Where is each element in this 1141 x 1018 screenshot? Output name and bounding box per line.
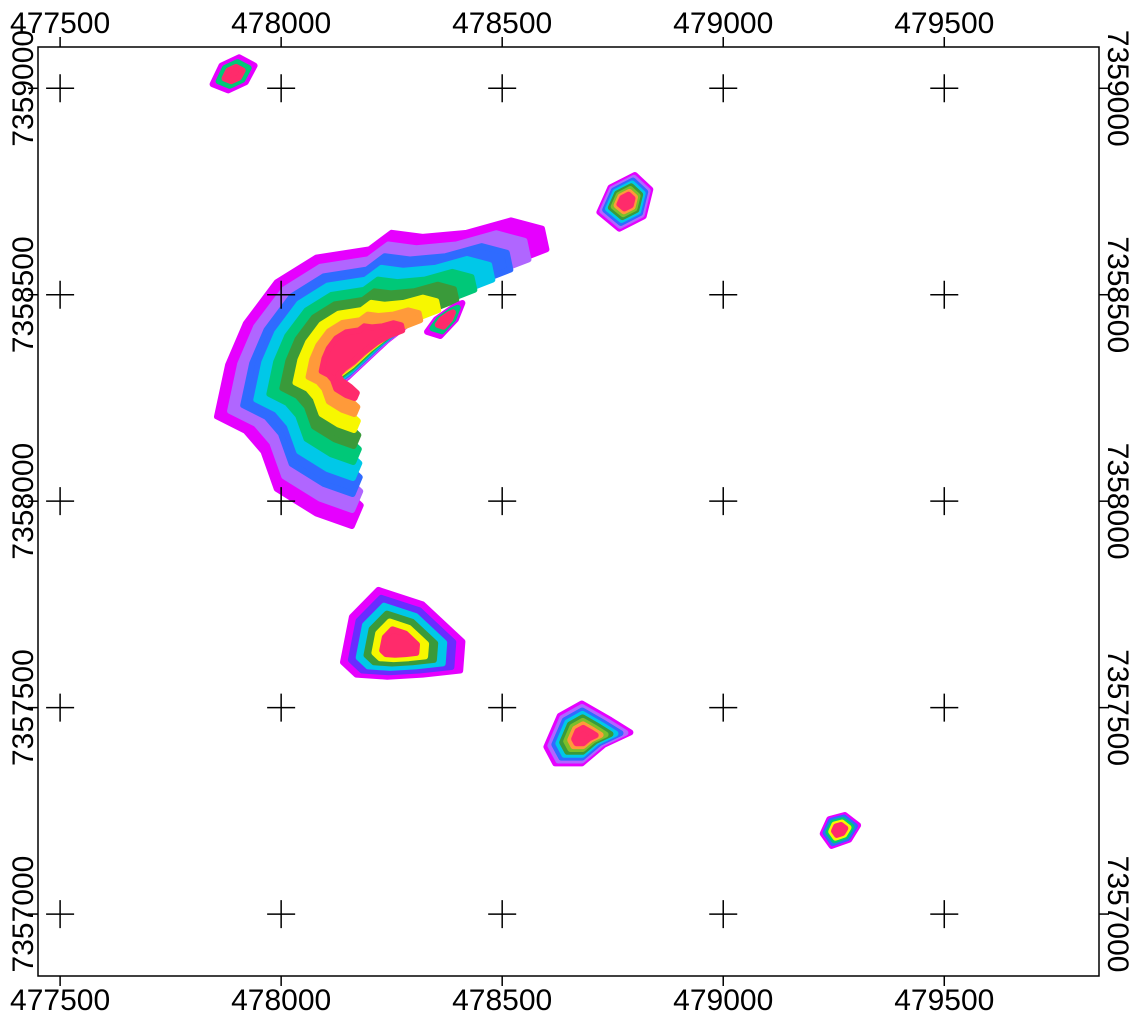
- grid-cross: [46, 900, 75, 929]
- anomaly-main-arc: [214, 217, 550, 529]
- grid-cross: [46, 280, 75, 309]
- contour-level-2: [434, 309, 456, 330]
- grid-cross: [488, 74, 517, 103]
- grid-cross: [46, 74, 75, 103]
- contour-level-8: [318, 320, 406, 401]
- grid-cross: [46, 487, 75, 516]
- grid-cross: [930, 900, 959, 929]
- y-tick-label-left: 7357500: [7, 649, 40, 766]
- x-tick-label-top: 477500: [10, 7, 110, 40]
- y-tick-label-right: 7357500: [1101, 649, 1134, 766]
- grid-cross: [709, 487, 738, 516]
- x-tick-label-bottom: 477500: [10, 984, 110, 1017]
- anomaly-north-blob: [209, 54, 258, 94]
- x-tick-label-top: 478500: [452, 7, 552, 40]
- x-tick-label-bottom: 479000: [673, 984, 773, 1017]
- x-tick-label-bottom: 478500: [452, 984, 552, 1017]
- grid-cross: [930, 280, 959, 309]
- y-tick-label-right: 7357000: [1101, 856, 1134, 973]
- grid-cross: [488, 693, 517, 722]
- x-axis-top: 477500 478000 478500 479000 479500: [10, 7, 994, 47]
- contour-level-4: [831, 822, 849, 838]
- anomaly-south-blob: [543, 700, 634, 767]
- grid-cross: [930, 74, 959, 103]
- x-tick-label-top: 478000: [231, 7, 331, 40]
- anomaly-central-blob: [340, 586, 466, 680]
- x-tick-label-bottom: 479500: [894, 984, 994, 1017]
- y-tick-label-left: 7359000: [7, 30, 40, 147]
- grid-cross: [709, 280, 738, 309]
- grid-cross: [488, 280, 517, 309]
- grid-cross: [709, 693, 738, 722]
- map-frame: [37, 46, 1100, 977]
- y-tick-label-right: 7359000: [1101, 30, 1134, 147]
- grid-cross: [46, 693, 75, 722]
- grid-cross: [267, 280, 296, 309]
- grid-cross: [709, 900, 738, 929]
- y-tick-label-left: 7358000: [7, 443, 40, 560]
- grid-cross: [488, 900, 517, 929]
- contour-level-2: [221, 63, 246, 85]
- y-tick-label-right: 7358000: [1101, 443, 1134, 560]
- grid-cross: [709, 74, 738, 103]
- grid-cross: [488, 487, 517, 516]
- grid-cross: [267, 693, 296, 722]
- y-tick-label-right: 7358500: [1101, 236, 1134, 353]
- grid-cross: [267, 74, 296, 103]
- grid-cross: [267, 487, 296, 516]
- anomaly-finger: [424, 300, 466, 339]
- x-axis-bottom: 477500 478000 478500 479000 479500: [10, 976, 994, 1017]
- contour-level-5: [379, 626, 420, 658]
- x-tick-label-top: 479500: [894, 7, 994, 40]
- x-tick-label-top: 479000: [673, 7, 773, 40]
- contour-level-7: [571, 724, 599, 747]
- y-axis-left: 7359000 7358500 7358000 7357500 7357000: [7, 30, 40, 973]
- grid-cross: [267, 900, 296, 929]
- y-tick-label-left: 7358500: [7, 236, 40, 353]
- anomaly-layer: [209, 54, 862, 849]
- anomaly-northeast-blob: [596, 172, 654, 232]
- y-tick-label-left: 7357000: [7, 856, 40, 973]
- grid-cross: [930, 487, 959, 516]
- y-axis-right: 7359000 7358500 7358000 7357500 7357000: [1099, 30, 1134, 973]
- grid-cross: [930, 693, 959, 722]
- grid-crosses: [46, 74, 959, 929]
- contour-level-7: [616, 191, 636, 212]
- anomaly-southeast-blob: [819, 812, 862, 849]
- x-tick-label-bottom: 478000: [231, 984, 331, 1017]
